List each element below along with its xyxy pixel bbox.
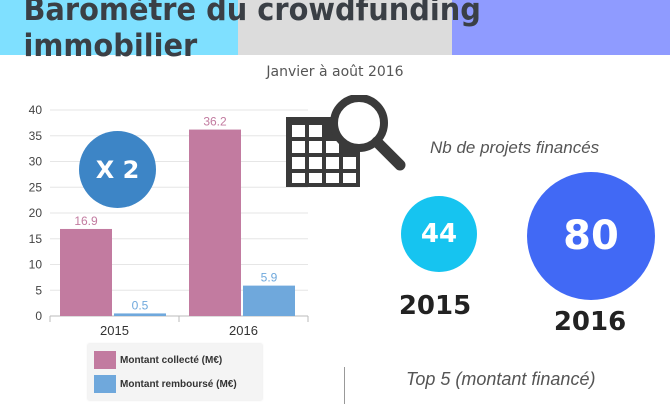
page-subtitle: Janvier à août 2016	[266, 64, 404, 80]
y-tick-label: 35	[29, 129, 43, 143]
title-banner	[0, 0, 670, 55]
multiplier-badge: X 2	[79, 131, 156, 208]
bar-2016-0	[189, 129, 241, 316]
bar-value-label: 0.5	[132, 298, 149, 312]
legend-swatch-rembourse	[94, 375, 116, 393]
y-tick-label: 5	[35, 283, 42, 297]
bar-value-label: 5.9	[261, 271, 278, 285]
y-tick-label: 25	[29, 180, 43, 194]
legend-swatch-collecte	[94, 351, 116, 369]
x-tick-label: 2015	[100, 323, 129, 338]
projects-2016-year: 2016	[553, 307, 627, 337]
y-tick-label: 30	[29, 155, 43, 169]
x-tick-label: 2016	[229, 323, 258, 338]
y-tick-label: 20	[29, 206, 43, 220]
section-divider	[344, 367, 345, 404]
y-tick-label: 10	[29, 258, 43, 272]
bar-2015-1	[114, 313, 166, 316]
bar-2015-0	[60, 228, 112, 316]
y-tick-label: 40	[29, 103, 43, 117]
bar-value-label: 16.9	[74, 214, 98, 228]
legend-label-rembourse: Montant remboursé (M€)	[120, 378, 237, 390]
y-tick-label: 0	[35, 309, 42, 323]
bar-value-label: 36.2	[203, 115, 227, 129]
legend-item-rembourse: Montant remboursé (M€)	[94, 375, 237, 393]
page-title: Baromètre du crowdfunding immobilier	[23, 0, 481, 64]
projects-2015-circle: 44	[401, 196, 477, 272]
y-tick-label: 15	[29, 232, 43, 246]
chart-legend: Montant collecté (M€) Montant remboursé …	[88, 344, 262, 400]
banner-segment-blue	[452, 0, 670, 55]
legend-label-collecte: Montant collecté (M€)	[120, 354, 223, 366]
bar-2016-1	[243, 285, 295, 316]
projects-count-label: Nb de projets financés	[430, 138, 600, 157]
banner-segment-cyan	[0, 0, 238, 55]
building-search-icon	[282, 94, 407, 195]
banner-segment-gray	[238, 0, 452, 55]
top5-label: Top 5 (montant financé)	[406, 369, 596, 389]
projects-2016-circle: 80	[527, 172, 655, 300]
projects-2015-year: 2015	[398, 291, 472, 321]
legend-item-collecte: Montant collecté (M€)	[94, 351, 222, 369]
